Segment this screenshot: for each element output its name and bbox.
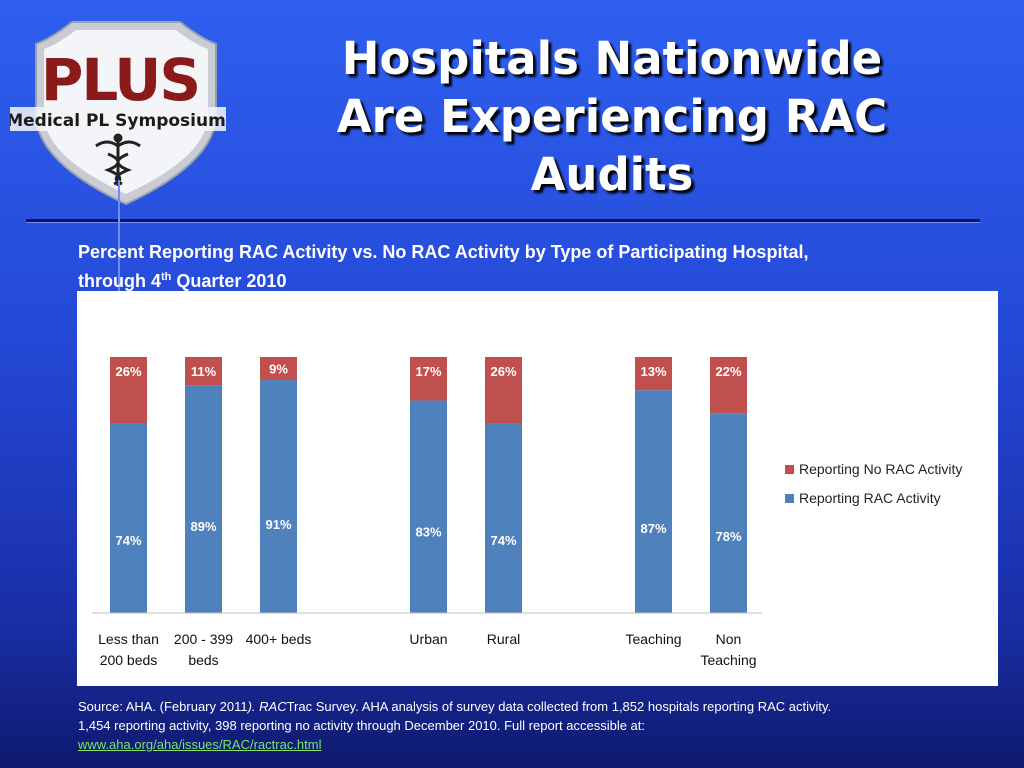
vertical-divider: [118, 180, 120, 295]
bar-rac-5: [635, 390, 672, 613]
plus-logo: PLUS Medical PL Symposium: [10, 21, 226, 206]
x-tick-label-1-0: 200 - 399: [174, 631, 233, 647]
chart-heading: Percent Reporting RAC Activity vs. No RA…: [78, 240, 1008, 294]
x-tick-label-5-0: Teaching: [625, 631, 681, 647]
slide-title: Hospitals Nationwide Are Experiencing RA…: [262, 30, 962, 204]
x-tick-label-3-0: Urban: [409, 631, 447, 647]
x-tick-label-4-0: Rural: [487, 631, 520, 647]
source-text-1: Source: AHA. (February 2011: [78, 699, 248, 714]
chart-heading-sup: th: [161, 271, 172, 283]
title-line-1: Hospitals Nationwide: [341, 32, 883, 85]
x-tick-label-2-0: 400+ beds: [246, 631, 312, 647]
bar-no-rac-1: [185, 357, 222, 386]
x-tick-label-0-0: Less than: [98, 631, 159, 647]
data-label-no-rac-6: 22%: [715, 364, 741, 379]
chart-heading-line-2-prefix: through 4: [78, 271, 161, 291]
data-label-no-rac-1: 11%: [191, 364, 217, 379]
x-tick-label-6-0: Non: [716, 631, 742, 647]
source-note: Source: AHA. (February 2011). RACTrac Su…: [78, 697, 858, 754]
bar-no-rac-2: [260, 357, 297, 381]
data-label-rac-0: 74%: [115, 533, 141, 548]
data-label-no-rac-4: 26%: [490, 364, 516, 379]
title-divider: [26, 219, 980, 222]
bar-rac-2: [260, 380, 297, 613]
source-text-italic: ). RAC: [247, 699, 287, 714]
title-line-2: Are Experiencing RAC: [336, 90, 888, 143]
bar-no-rac-3: [410, 357, 447, 401]
title-divider-highlight: [26, 222, 980, 223]
chart-heading-line-2-suffix: Quarter 2010: [171, 271, 287, 291]
data-label-rac-1: 89%: [190, 519, 216, 534]
data-label-rac-6: 78%: [715, 529, 741, 544]
data-label-no-rac-3: 17%: [415, 364, 441, 379]
bar-rac-0: [110, 423, 147, 613]
source-text-2: Trac Survey. AHA analysis of survey data…: [78, 699, 832, 733]
bar-no-rac-5: [635, 357, 672, 391]
data-label-no-rac-5: 13%: [640, 364, 666, 379]
logo-subtitle: Medical PL Symposium: [10, 111, 226, 131]
legend-swatch-1: [785, 494, 794, 503]
bar-no-rac-0: [110, 357, 147, 424]
data-label-rac-5: 87%: [640, 521, 666, 536]
data-label-no-rac-2: 9%: [269, 362, 288, 377]
title-line-3: Audits: [530, 148, 694, 201]
bar-rac-4: [485, 423, 522, 613]
data-label-rac-3: 83%: [415, 525, 441, 540]
data-label-rac-2: 91%: [265, 517, 291, 532]
bar-rac-1: [185, 385, 222, 613]
source-link[interactable]: www.aha.org/aha/issues/RAC/ractrac.html: [78, 737, 322, 752]
legend-swatch-0: [785, 465, 794, 474]
bar-no-rac-4: [485, 357, 522, 424]
x-tick-label-6-1: Teaching: [700, 652, 756, 668]
chart-heading-line-1: Percent Reporting RAC Activity vs. No RA…: [78, 242, 809, 262]
bar-no-rac-6: [710, 357, 747, 414]
legend-label-0: Reporting No RAC Activity: [799, 461, 962, 477]
bar-rac-3: [410, 400, 447, 613]
x-tick-label-1-1: beds: [188, 652, 218, 668]
bar-rac-6: [710, 413, 747, 613]
data-label-rac-4: 74%: [490, 533, 516, 548]
logo-wordmark: PLUS: [41, 46, 199, 114]
x-tick-label-0-1: 200 beds: [100, 652, 158, 668]
legend-label-1: Reporting RAC Activity: [799, 490, 941, 506]
chart-panel: 74% 26% Less than 200 beds 89% 11% 200 - 399 be…: [77, 291, 998, 686]
stacked-bar-chart: 74% 26% Less than 200 beds 89% 11% 200 - 399 be…: [92, 357, 962, 668]
data-label-no-rac-0: 26%: [115, 364, 141, 379]
